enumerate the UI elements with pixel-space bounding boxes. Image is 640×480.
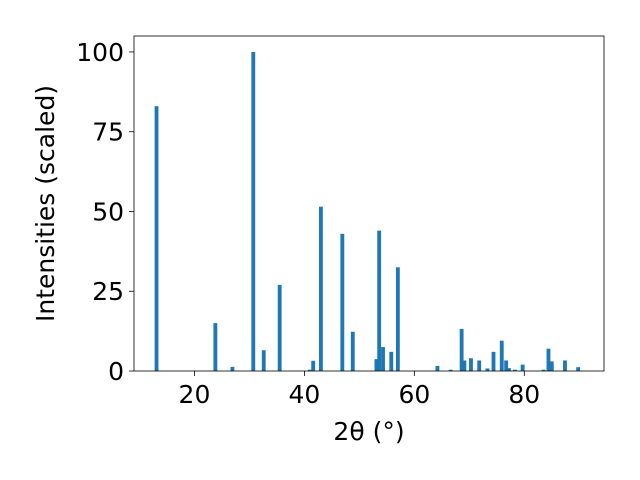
y-tick-label: 75: [92, 118, 124, 147]
bar: [307, 369, 312, 371]
x-tick-label: 20: [179, 380, 211, 409]
bar: [311, 360, 316, 371]
x-tick-label: 60: [398, 380, 430, 409]
bar: [499, 340, 504, 371]
bar: [381, 347, 385, 371]
y-axis-ticks: 0 25 50 75 100: [76, 38, 134, 386]
bar: [318, 206, 323, 371]
bar: [230, 366, 235, 371]
y-tick-label: 25: [92, 277, 124, 306]
bar: [563, 360, 567, 371]
plot-frame: [133, 35, 605, 372]
bar: [546, 348, 551, 371]
y-tick-label: 0: [108, 357, 124, 386]
bar: [541, 369, 546, 371]
bar: [277, 284, 282, 371]
x-tick-label: 80: [508, 380, 540, 409]
bar: [251, 51, 256, 371]
bar: [374, 359, 379, 371]
x-axis-ticks: 20 40 60 80: [179, 371, 540, 409]
y-tick-label: 50: [92, 197, 124, 226]
bar: [435, 365, 440, 371]
bar: [549, 361, 554, 371]
bar: [395, 267, 400, 371]
bar: [491, 351, 496, 371]
bar: [469, 358, 473, 371]
bar: [389, 351, 394, 371]
bar: [350, 331, 355, 371]
x-tick-label: 40: [289, 380, 321, 409]
bar: [576, 367, 581, 371]
bar: [485, 368, 490, 371]
bar: [213, 323, 218, 371]
bars-group: [154, 51, 581, 371]
y-tick-label: 100: [76, 38, 124, 67]
bar: [520, 364, 525, 371]
bar: [477, 360, 482, 371]
bar: [462, 360, 467, 371]
bar: [513, 369, 517, 371]
bar: [154, 106, 159, 371]
bar: [504, 360, 509, 371]
bar: [340, 233, 345, 371]
bar: [448, 369, 453, 371]
bar: [377, 230, 382, 371]
bar: [459, 328, 464, 371]
y-axis-label: Intensities (scaled): [31, 85, 60, 322]
x-axis-label: 2θ (°): [333, 417, 404, 446]
bar: [261, 350, 266, 371]
bar: [506, 368, 511, 371]
